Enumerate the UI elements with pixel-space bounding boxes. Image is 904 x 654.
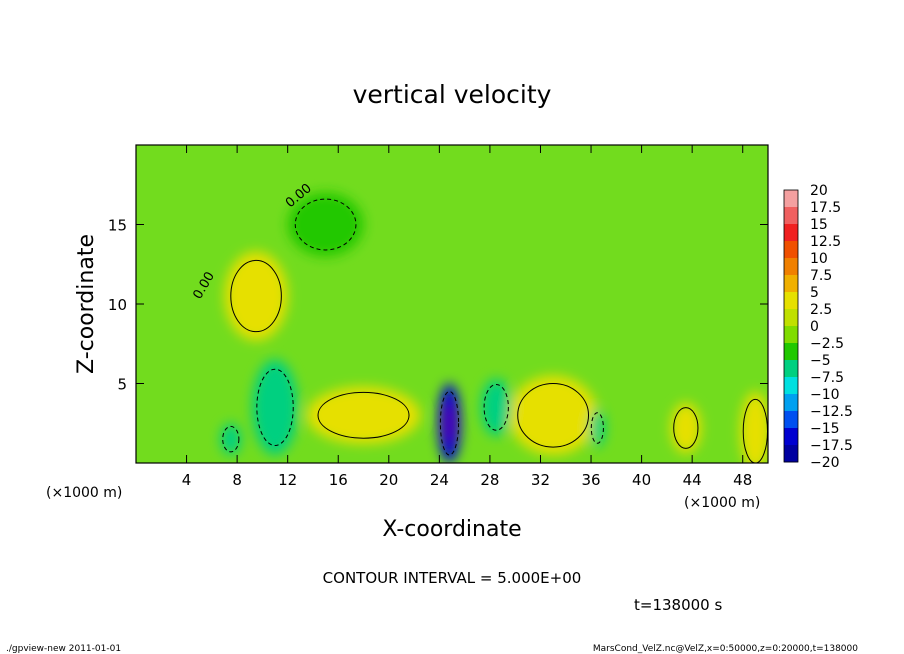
velocity-core-7	[444, 403, 455, 444]
contour-5	[256, 368, 294, 447]
velocity-feature-8	[481, 378, 512, 436]
colorbar-band-9	[784, 343, 798, 361]
colorbar-label-7: 2.5	[810, 302, 832, 318]
colorbar-band-7	[784, 309, 798, 327]
colorbar-band-4	[784, 258, 798, 276]
x-tick-label-12: 12	[278, 471, 297, 489]
x-tick-label-24: 24	[430, 471, 449, 489]
colorbar-band-0	[784, 190, 798, 208]
z-tick-label-10: 10	[108, 296, 127, 314]
contour-10	[294, 198, 357, 251]
colorbar-band-15	[784, 445, 798, 463]
contour-8	[483, 383, 509, 431]
colorbar-band-6	[784, 292, 798, 310]
contour-2	[517, 383, 590, 448]
x-unit-label: (×1000 m)	[684, 495, 760, 511]
colorbar-band-1	[784, 207, 798, 225]
colorbar-label-11: −7.5	[810, 370, 844, 386]
contour-interval-text: CONTOUR INTERVAL = 5.000E+00	[323, 569, 582, 587]
x-tick-label-44: 44	[683, 471, 702, 489]
z-unit-label: (×1000 m)	[46, 485, 122, 501]
colorbar-band-2	[784, 224, 798, 242]
velocity-feature-0	[306, 386, 421, 444]
velocity-feature-6	[220, 423, 241, 456]
colorbar-band-5	[784, 275, 798, 293]
colorbar-label-6: 5	[810, 285, 819, 301]
colorbar-band-11	[784, 377, 798, 395]
colorbar-band-10	[784, 360, 798, 378]
chart-title: vertical velocity	[353, 80, 552, 109]
contour-0	[317, 391, 410, 439]
x-tick-label-36: 36	[581, 471, 600, 489]
z-axis-label: Z-coordinate	[74, 234, 99, 374]
x-tick-label-32: 32	[531, 471, 550, 489]
colorbar-label-5: 7.5	[810, 268, 832, 284]
x-tick-label-28: 28	[480, 471, 499, 489]
contour-6	[222, 425, 240, 453]
colorbar-label-2: 15	[810, 217, 828, 233]
velocity-feature-5	[252, 359, 298, 456]
contour-9	[590, 412, 604, 444]
velocity-feature-2	[508, 375, 598, 456]
colorbar-label-14: −15	[810, 421, 840, 437]
colorbar-band-13	[784, 411, 798, 429]
contour-7	[439, 390, 460, 456]
z-tick-label-5: 5	[117, 376, 127, 394]
z-tick-label-15: 15	[108, 217, 127, 235]
velocity-features	[220, 192, 768, 463]
x-tick-label-16: 16	[329, 471, 348, 489]
x-tick-label-20: 20	[379, 471, 398, 489]
colorbar-label-10: −5	[810, 353, 831, 369]
time-text: t=138000 s	[634, 596, 722, 614]
z-axis-ticks: 5 10 15	[108, 217, 768, 394]
footer-right: MarsCond_VelZ.nc@VelZ,x=0:50000,z=0:2000…	[593, 644, 858, 654]
contour-1	[230, 259, 282, 333]
colorbar-label-0: 20	[810, 183, 828, 199]
colorbar-label-1: 17.5	[810, 200, 841, 216]
footer-left: ./gpview-new 2011-01-01	[6, 644, 121, 654]
x-axis-ticks: 4 8 12 16 20 24 28 32 36 40 44 48	[182, 145, 752, 489]
plot-area: 0.00 0.00	[135, 144, 769, 464]
colorbar: 2017.51512.5107.552.50−2.5−5−7.5−10−12.5…	[783, 183, 853, 471]
colorbar-band-3	[784, 241, 798, 259]
colorbar-band-12	[784, 394, 798, 412]
x-tick-label-48: 48	[733, 471, 752, 489]
contour-3	[673, 407, 699, 449]
colorbar-band-14	[784, 428, 798, 446]
x-tick-label-8: 8	[232, 471, 242, 489]
colorbar-label-3: 12.5	[810, 234, 841, 250]
colorbar-label-4: 10	[810, 251, 828, 267]
colorbar-label-9: −2.5	[810, 336, 844, 352]
colorbar-band-8	[784, 326, 798, 344]
x-axis-label: X-coordinate	[382, 517, 521, 542]
velocity-feature-9	[589, 408, 605, 448]
colorbar-label-15: −17.5	[810, 438, 853, 454]
colorbar-label-12: −10	[810, 387, 840, 403]
velocity-feature-3	[670, 402, 702, 454]
x-tick-label-4: 4	[182, 471, 192, 489]
velocity-feature-1	[224, 251, 288, 341]
velocity-feature-10	[287, 192, 364, 257]
colorbar-frame	[783, 189, 799, 463]
colorbar-label-13: −12.5	[810, 404, 853, 420]
colorbar-label-8: 0	[810, 319, 819, 335]
colorbar-label-16: −20	[810, 455, 840, 471]
x-tick-label-40: 40	[632, 471, 651, 489]
velocity-feature-4	[740, 391, 768, 463]
